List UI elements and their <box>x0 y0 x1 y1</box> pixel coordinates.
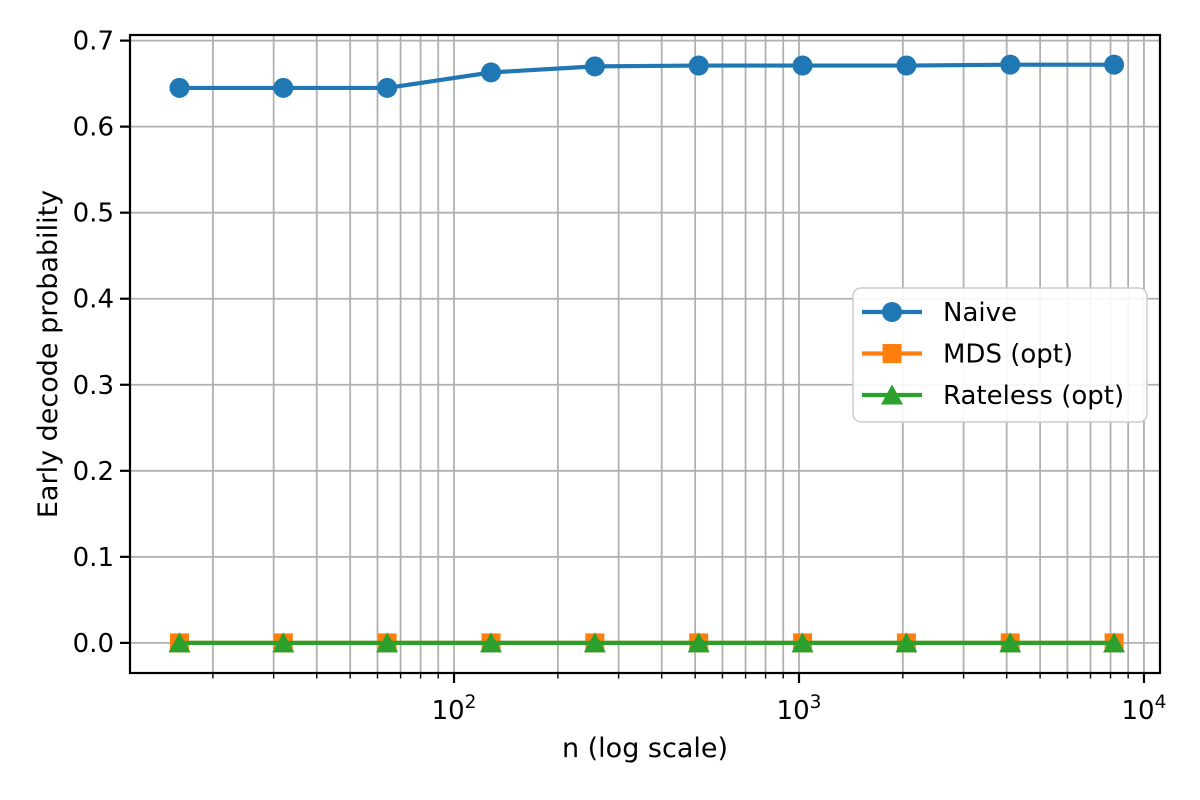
series-naive-marker <box>273 77 294 98</box>
series-naive-marker <box>377 77 398 98</box>
y-tick-label: 0.4 <box>73 285 114 315</box>
legend-sample-marker-mds-opt <box>882 344 902 363</box>
y-axis-title: Early decode probability <box>33 190 64 518</box>
legend-item-mds-opt: MDS (opt) <box>862 340 1073 370</box>
series-naive-marker <box>792 55 813 76</box>
y-tick-label: 0.0 <box>73 629 114 659</box>
legend-label-naive: Naive <box>943 298 1017 328</box>
series-naive-marker <box>1104 54 1125 75</box>
plot-border <box>128 33 1162 675</box>
legend-sample-marker-naive <box>882 302 902 322</box>
series-naive-marker <box>169 77 190 98</box>
legend-label-rateless-opt: Rateless (opt) <box>943 381 1124 411</box>
y-tick-label: 0.1 <box>73 543 114 573</box>
axes-layer: 0.0 0.1 0.2 0.3 0.4 0.5 0.6 0.7 102 103 104 <box>73 27 1167 726</box>
series-rateless-opt-marker <box>999 632 1022 653</box>
series-naive-marker <box>1000 54 1021 75</box>
series-naive-marker <box>896 55 917 76</box>
x-axis-title: n (log scale) <box>562 733 728 764</box>
legend-item-naive: Naive <box>862 298 1017 328</box>
series-naive-line <box>179 62 1115 91</box>
y-tick-label: 0.3 <box>73 371 114 401</box>
series-naive-marker <box>688 55 709 76</box>
y-tick-label: 0.5 <box>73 199 114 229</box>
legend-item-rateless-opt: Rateless (opt) <box>862 381 1124 411</box>
series-rateless-opt-marker <box>1103 632 1126 653</box>
series-rateless-opt-marker <box>895 632 918 653</box>
series-rateless-opt-marker <box>583 632 606 653</box>
y-tick-label: 0.7 <box>73 27 114 57</box>
legend-sample-marker-rateless-opt <box>881 384 903 405</box>
series-rateless-opt-marker <box>376 632 399 653</box>
series-naive-marker <box>481 62 502 83</box>
legend: Naive MDS (opt) Rateless (opt) <box>852 287 1148 423</box>
y-tick-label: 0.2 <box>73 457 114 487</box>
series-rateless-opt-marker <box>791 632 814 653</box>
x-tick-label: 104 <box>1122 692 1167 726</box>
series-naive-marker <box>584 56 605 77</box>
y-tick-label: 0.6 <box>73 113 114 143</box>
x-tick-label: 102 <box>432 692 477 726</box>
series-rateless-opt-marker <box>168 632 191 653</box>
series-rateless-opt-marker <box>480 632 503 653</box>
series-layer <box>168 54 1126 653</box>
legend-box <box>852 287 1148 423</box>
series-rateless-opt-marker <box>687 632 710 653</box>
x-tick-label: 103 <box>777 692 822 726</box>
legend-label-mds-opt: MDS (opt) <box>943 340 1073 370</box>
series-rateless-opt-marker <box>272 632 295 653</box>
